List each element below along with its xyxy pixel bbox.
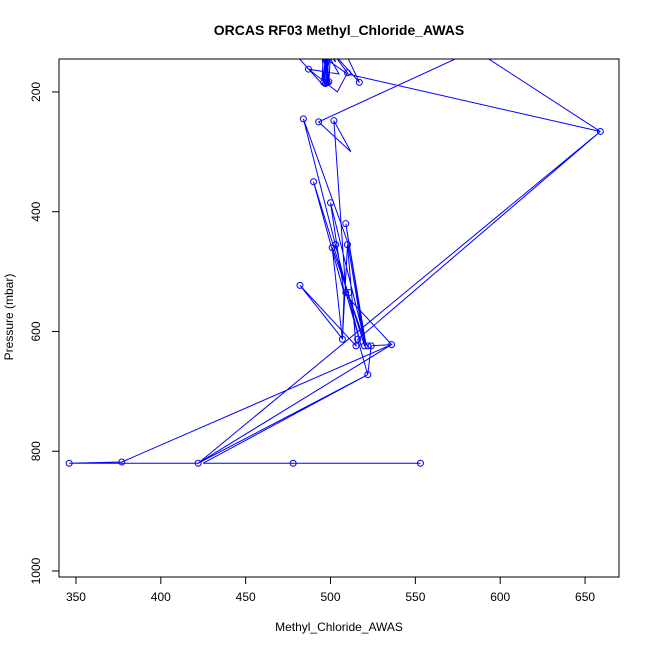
data-point bbox=[118, 458, 126, 466]
data-point bbox=[325, 78, 333, 86]
y-tick-label: 1000 bbox=[29, 557, 43, 584]
data-point bbox=[388, 341, 396, 349]
x-tick-label: 350 bbox=[66, 590, 86, 604]
data-point bbox=[289, 459, 297, 467]
data-point bbox=[320, 78, 328, 86]
y-tick-label: 600 bbox=[29, 321, 43, 341]
data-point bbox=[304, 65, 312, 73]
data-point bbox=[345, 289, 353, 297]
data-point bbox=[194, 459, 202, 467]
data-point bbox=[343, 241, 351, 249]
data-point bbox=[321, 80, 329, 88]
data-point bbox=[65, 459, 73, 467]
y-tick-label: 800 bbox=[29, 441, 43, 461]
data-point bbox=[342, 289, 350, 297]
x-tick-label: 600 bbox=[490, 590, 510, 604]
data-point bbox=[596, 127, 604, 135]
data-point bbox=[416, 459, 424, 467]
data-point bbox=[338, 335, 346, 343]
data-point bbox=[364, 371, 372, 379]
data-point bbox=[364, 342, 372, 350]
data-point bbox=[342, 220, 350, 228]
data-point bbox=[343, 69, 351, 77]
data-point bbox=[296, 281, 304, 289]
data-point bbox=[367, 342, 375, 350]
x-tick-label: 450 bbox=[236, 590, 256, 604]
data-point bbox=[355, 78, 363, 86]
x-axis-label: Methyl_Chloride_AWAS bbox=[275, 620, 403, 634]
y-axis: 200 400 600 800 1000 bbox=[29, 82, 60, 584]
series-group bbox=[65, 59, 604, 467]
data-point bbox=[299, 115, 307, 123]
data-point bbox=[360, 342, 368, 350]
data-point bbox=[352, 342, 360, 350]
y-axis-label: Pressure (mbar) bbox=[2, 274, 16, 361]
x-tick-label: 500 bbox=[320, 590, 340, 604]
series-line bbox=[69, 59, 601, 464]
data-point bbox=[315, 118, 323, 126]
y-tick-label: 400 bbox=[29, 201, 43, 221]
x-tick-label: 650 bbox=[575, 590, 595, 604]
data-point bbox=[354, 335, 362, 343]
x-tick-label: 400 bbox=[151, 590, 171, 604]
chart-title: ORCAS RF03 Methyl_Chloride_AWAS bbox=[214, 22, 465, 38]
data-point bbox=[332, 241, 340, 249]
data-point bbox=[330, 117, 338, 125]
y-tick-label: 200 bbox=[29, 82, 43, 102]
data-point bbox=[327, 199, 335, 207]
x-axis: 350 400 450 500 550 600 650 bbox=[66, 576, 595, 604]
data-point bbox=[310, 178, 318, 186]
x-tick-label: 550 bbox=[405, 590, 425, 604]
plot-area bbox=[58, 58, 620, 578]
plot-frame bbox=[58, 58, 620, 578]
